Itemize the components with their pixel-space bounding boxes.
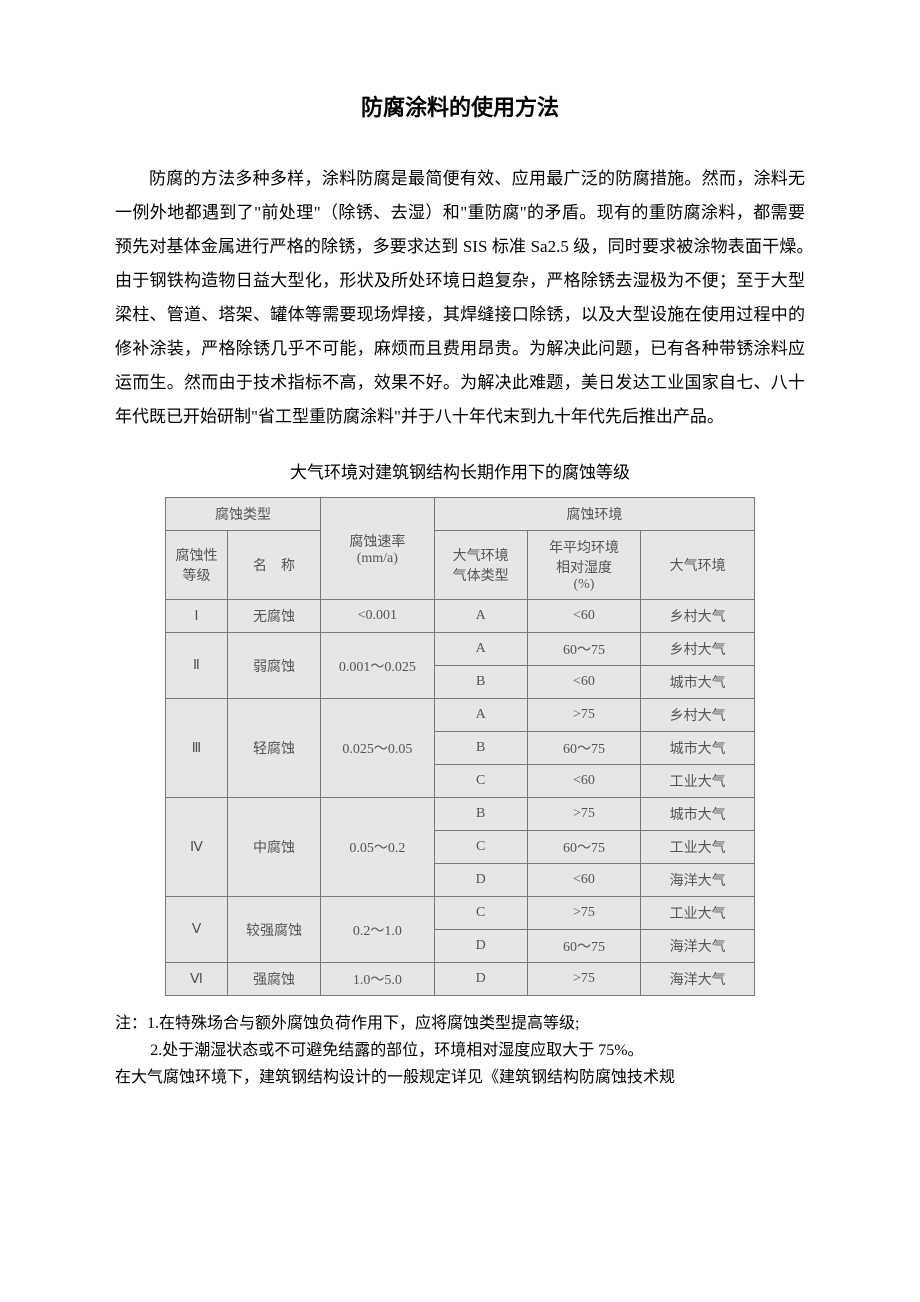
note-2: 2.处于潮湿状态或不可避免结露的部位，环境相对湿度应取大于 75%。 [115, 1037, 805, 1064]
intro-paragraph: 防腐的方法多种多样，涂料防腐是最简便有效、应用最广泛的防腐措施。然而，涂料无一例… [115, 162, 805, 434]
cell-rate: 0.05～0.2 [321, 798, 435, 897]
note-prefix: 注： [115, 1015, 147, 1032]
th-rate: 腐蚀速率 (mm/a) [321, 498, 435, 600]
th-env: 腐蚀环境 [434, 498, 754, 531]
cell-gas: C [434, 897, 527, 930]
cell-atmosphere: 乡村大气 [641, 633, 755, 666]
cell-humidity: >75 [527, 897, 641, 930]
cell-name: 弱腐蚀 [228, 633, 321, 699]
table-row: Ⅵ强腐蚀1.0～5.0D>75海洋大气 [166, 963, 755, 996]
cell-level: Ⅲ [166, 699, 228, 798]
cell-atmosphere: 乡村大气 [641, 600, 755, 633]
cell-gas: A [434, 600, 527, 633]
corrosion-grade-table: 腐蚀类型腐蚀速率 (mm/a)腐蚀环境腐蚀性 等级名 称 大气环境 气体类型年平均… [165, 497, 755, 996]
cell-humidity: <60 [527, 666, 641, 699]
cell-humidity: <60 [527, 765, 641, 798]
cell-humidity: <60 [527, 864, 641, 897]
table-notes: 注：1.在特殊场合与额外腐蚀负荷作用下，应将腐蚀类型提高等级; 2.处于潮湿状态… [115, 1010, 805, 1064]
cell-atmosphere: 海洋大气 [641, 963, 755, 996]
cell-name: 较强腐蚀 [228, 897, 321, 963]
table-row: Ⅲ轻腐蚀0.025～0.05A>75乡村大气 [166, 699, 755, 732]
cell-humidity: >75 [527, 699, 641, 732]
table-row: Ⅴ较强腐蚀0.2～1.0C>75工业大气 [166, 897, 755, 930]
table-row: Ⅰ无腐蚀<0.001A<60乡村大气 [166, 600, 755, 633]
table-row: Ⅱ弱腐蚀0.001～0.025A60～75乡村大气 [166, 633, 755, 666]
cell-rate: 1.0～5.0 [321, 963, 435, 996]
document-page: 防腐涂料的使用方法 防腐的方法多种多样，涂料防腐是最简便有效、应用最广泛的防腐措… [0, 0, 920, 1132]
th-corrosion-type: 腐蚀类型 [166, 498, 321, 531]
cell-gas: A [434, 699, 527, 732]
table-row: Ⅳ中腐蚀0.05～0.2B>75城市大气 [166, 798, 755, 831]
cell-gas: D [434, 930, 527, 963]
cell-gas: B [434, 798, 527, 831]
cell-rate: 0.001～0.025 [321, 633, 435, 699]
cell-gas: D [434, 864, 527, 897]
cell-level: Ⅰ [166, 600, 228, 633]
cell-level: Ⅱ [166, 633, 228, 699]
cell-humidity: <60 [527, 600, 641, 633]
trailing-text: 在大气腐蚀环境下，建筑钢结构设计的一般规定详见《建筑钢结构防腐蚀技术规 [115, 1064, 805, 1091]
cell-atmosphere: 乡村大气 [641, 699, 755, 732]
note-1-text: 1.在特殊场合与额外腐蚀负荷作用下，应将腐蚀类型提高等级; [147, 1015, 579, 1032]
cell-humidity: 60～75 [527, 732, 641, 765]
cell-level: Ⅳ [166, 798, 228, 897]
page-title: 防腐涂料的使用方法 [115, 90, 805, 122]
cell-rate: <0.001 [321, 600, 435, 633]
cell-name: 无腐蚀 [228, 600, 321, 633]
cell-gas: B [434, 666, 527, 699]
cell-atmosphere: 城市大气 [641, 666, 755, 699]
th-humidity: 年平均环境 相对湿度 (%) [527, 531, 641, 600]
cell-level: Ⅵ [166, 963, 228, 996]
cell-atmosphere: 工业大气 [641, 897, 755, 930]
cell-rate: 0.025～0.05 [321, 699, 435, 798]
cell-humidity: >75 [527, 798, 641, 831]
cell-name: 中腐蚀 [228, 798, 321, 897]
th-level: 腐蚀性 等级 [166, 531, 228, 600]
th-gas: 大气环境 气体类型 [434, 531, 527, 600]
cell-atmosphere: 海洋大气 [641, 864, 755, 897]
cell-humidity: 60～75 [527, 831, 641, 864]
cell-gas: C [434, 831, 527, 864]
cell-atmosphere: 城市大气 [641, 732, 755, 765]
table-caption: 大气环境对建筑钢结构长期作用下的腐蚀等级 [115, 458, 805, 483]
cell-gas: C [434, 765, 527, 798]
cell-atmosphere: 城市大气 [641, 798, 755, 831]
th-atm: 大气环境 [641, 531, 755, 600]
cell-humidity: >75 [527, 963, 641, 996]
cell-atmosphere: 工业大气 [641, 831, 755, 864]
cell-atmosphere: 海洋大气 [641, 930, 755, 963]
cell-name: 强腐蚀 [228, 963, 321, 996]
note-1: 注：1.在特殊场合与额外腐蚀负荷作用下，应将腐蚀类型提高等级; [115, 1010, 805, 1037]
cell-humidity: 60～75 [527, 633, 641, 666]
cell-level: Ⅴ [166, 897, 228, 963]
th-name: 名 称 [228, 531, 321, 600]
cell-gas: A [434, 633, 527, 666]
cell-name: 轻腐蚀 [228, 699, 321, 798]
cell-gas: D [434, 963, 527, 996]
cell-atmosphere: 工业大气 [641, 765, 755, 798]
cell-gas: B [434, 732, 527, 765]
cell-rate: 0.2～1.0 [321, 897, 435, 963]
cell-humidity: 60～75 [527, 930, 641, 963]
